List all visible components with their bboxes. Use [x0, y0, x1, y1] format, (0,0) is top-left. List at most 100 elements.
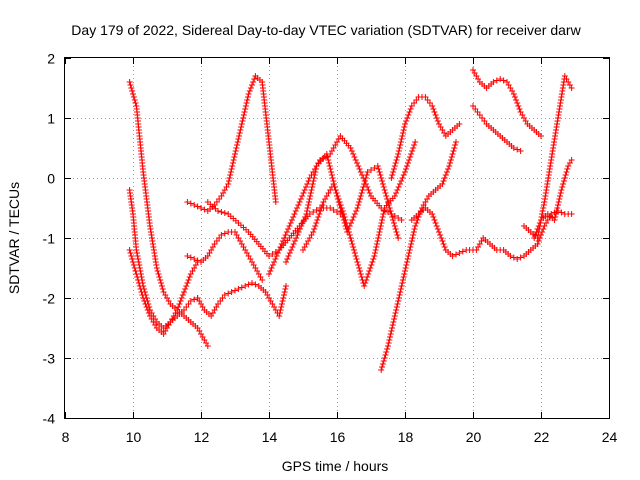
data-point-interp [392, 226, 399, 232]
data-point-interp [334, 193, 341, 199]
data-point-interp [390, 319, 397, 325]
data-point [225, 181, 232, 187]
data-point-interp [297, 196, 304, 202]
data-point-interp [317, 208, 324, 214]
data-point-interp [300, 190, 307, 196]
data-point-interp [389, 325, 396, 331]
data-point-interp [130, 259, 136, 265]
data-point-interp [554, 205, 561, 211]
data-point-interp [131, 265, 138, 271]
x-tick-label: 14 [262, 429, 278, 445]
data-point-interp [449, 151, 456, 157]
data-point-interp [329, 175, 336, 181]
data-point-interp [128, 85, 135, 91]
data-point-interp [339, 208, 346, 214]
data-point [242, 283, 249, 289]
data-point-interp [395, 215, 402, 221]
data-point-interp [356, 265, 363, 271]
x-tick-label: 10 [126, 429, 142, 445]
data-point [351, 247, 357, 253]
data-point-interp [325, 157, 332, 163]
data-point [385, 343, 391, 349]
data-point-interp [393, 304, 400, 310]
data-point-interp [380, 358, 387, 364]
data-point-interp [333, 190, 340, 196]
data-point-interp [232, 287, 238, 294]
data-point-interp [552, 214, 559, 220]
data-point-interp [231, 154, 238, 160]
data-point-interp [387, 208, 394, 214]
data-points [126, 67, 575, 373]
data-point-interp [442, 172, 449, 178]
data-point-interp [386, 337, 393, 343]
data-point [364, 169, 371, 175]
series-track-8 [266, 133, 405, 277]
data-point-interp [399, 130, 406, 136]
data-point-interp [283, 229, 290, 235]
data-point-interp [158, 280, 165, 286]
data-point-interp [157, 277, 164, 283]
data-point-interp [278, 301, 285, 307]
data-point-interp [309, 184, 316, 190]
data-point-interp [343, 220, 350, 226]
data-point-interp [402, 268, 408, 274]
x-tick-label: 24 [602, 429, 618, 445]
data-point-interp [294, 205, 301, 211]
data-point-interp [177, 298, 184, 304]
data-point [354, 205, 361, 211]
data-point-interp [559, 184, 566, 190]
data-point-interp [238, 124, 245, 130]
data-point [453, 139, 459, 145]
data-point-interp [397, 289, 404, 295]
data-point-interp [540, 205, 547, 211]
data-point-interp [406, 109, 413, 115]
data-point-interp [535, 238, 542, 244]
data-point-interp [274, 250, 281, 256]
data-point-interp [238, 284, 245, 291]
data-point-interp [243, 100, 250, 106]
data-point-interp [289, 244, 296, 250]
data-point [436, 229, 442, 235]
data-point-interp [145, 310, 152, 316]
data-point [391, 313, 398, 319]
data-point-interp [355, 262, 362, 268]
data-point-interp [392, 310, 399, 316]
data-point-interp [187, 254, 194, 261]
data-point-interp [450, 148, 457, 154]
data-point-interp [350, 244, 357, 250]
data-point-interp [194, 257, 201, 264]
data-point-interp [159, 286, 166, 292]
data-point-interp [390, 166, 397, 172]
data-point-interp [385, 340, 392, 346]
data-point-interp [403, 118, 410, 124]
data-point-interp [365, 187, 372, 193]
data-point-interp [301, 187, 308, 193]
data-point-interp [410, 229, 417, 235]
x-tick-label: 12 [194, 429, 210, 445]
data-point-interp [437, 232, 444, 238]
data-point-interp [143, 304, 150, 310]
data-point-interp [318, 205, 325, 211]
data-point-interp [129, 256, 136, 262]
data-point-interp [440, 178, 447, 184]
data-point [276, 313, 283, 319]
data-point-interp [236, 130, 243, 136]
data-point-interp [276, 310, 283, 316]
data-point-interp [409, 235, 416, 241]
data-point-interp [245, 281, 252, 288]
y-tick-label: -3 [43, 351, 56, 367]
data-point [412, 223, 419, 229]
data-point-interp [229, 163, 236, 169]
data-point-interp [328, 172, 335, 178]
data-point-interp [564, 166, 571, 172]
data-point-interp [280, 292, 287, 298]
data-point-interp [557, 193, 564, 199]
data-point-interp [443, 169, 450, 175]
data-point-interp [411, 226, 418, 232]
data-point [517, 148, 524, 154]
data-point-interp [539, 211, 546, 217]
data-point-interp [377, 226, 384, 232]
series-track-5 [184, 229, 266, 283]
data-point-interp [232, 148, 239, 154]
data-point-interp [183, 283, 190, 289]
